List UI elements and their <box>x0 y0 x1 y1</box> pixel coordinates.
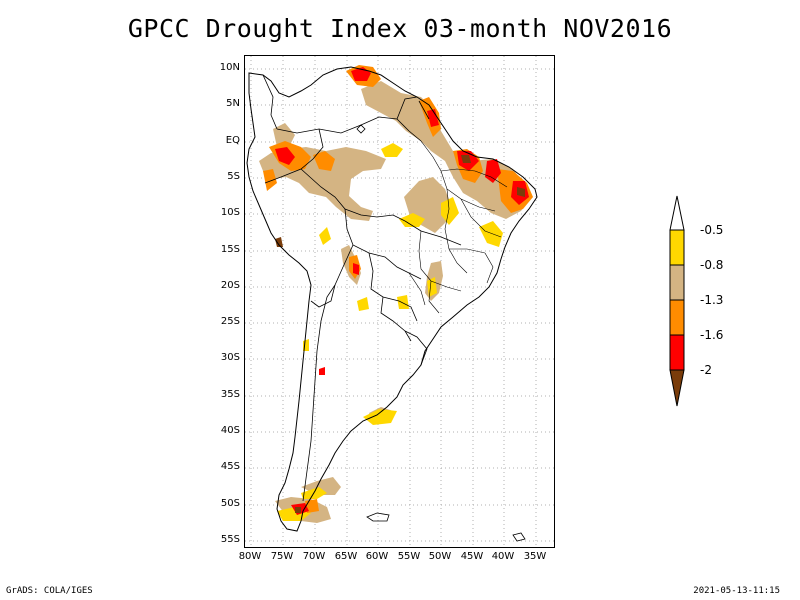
lat-label-50s: 50S <box>220 498 240 509</box>
legend-swatch-13-16 <box>669 299 685 336</box>
lon-label-55w: 55W <box>397 551 421 562</box>
drought-areas-exceptional <box>275 155 525 513</box>
lon-label-70w: 70W <box>302 551 326 562</box>
drought-areas-mild <box>277 143 503 521</box>
lon-label-75w: 75W <box>270 551 294 562</box>
lat-label-10s: 10S <box>220 207 240 218</box>
legend-label-16: -1.6 <box>700 328 724 342</box>
legend-label-13: -1.3 <box>700 293 724 307</box>
legend-swatch-05-08 <box>669 229 685 266</box>
lat-label-45s: 45S <box>220 461 240 472</box>
islands <box>356 124 526 542</box>
legend-colorbar <box>669 195 685 407</box>
state-borders <box>408 140 508 314</box>
lon-label-80w: 80W <box>238 551 262 562</box>
lat-label-15s: 15S <box>220 244 240 255</box>
legend-label-2: -2 <box>700 363 712 377</box>
lat-label-5n: 5N <box>226 98 240 109</box>
legend-swatch-16-2 <box>669 334 685 371</box>
lat-label-55s: 55S <box>220 534 240 545</box>
footer-timestamp: 2021-05-13-11:15 <box>693 586 780 596</box>
south-america-outline <box>246 66 538 532</box>
lat-label-30s: 30S <box>220 352 240 363</box>
legend-label-05: -0.5 <box>700 223 724 237</box>
lon-label-60w: 60W <box>365 551 389 562</box>
map-panel <box>244 55 555 548</box>
drought-areas-extreme <box>275 67 529 515</box>
lat-label-35s: 35S <box>220 389 240 400</box>
lon-label-35w: 35W <box>523 551 547 562</box>
lon-label-40w: 40W <box>491 551 515 562</box>
legend-swatch-below <box>669 369 685 407</box>
lat-label-10n: 10N <box>219 62 240 73</box>
map-title: GPCC Drought Index 03-month NOV2016 <box>127 14 673 43</box>
lat-label-20s: 20S <box>220 280 240 291</box>
lat-label-25s: 25S <box>220 316 240 327</box>
legend-swatch-above <box>669 195 685 231</box>
lon-label-50w: 50W <box>428 551 452 562</box>
legend-label-08: -0.8 <box>700 258 724 272</box>
legend-swatch-08-13 <box>669 264 685 301</box>
lon-label-45w: 45W <box>460 551 484 562</box>
lat-label-eq: EQ <box>225 135 240 146</box>
footer-credit: GrADS: COLA/IGES <box>6 586 93 596</box>
lon-label-65w: 65W <box>334 551 358 562</box>
lat-label-5s: 5S <box>227 171 240 182</box>
lat-label-40s: 40S <box>220 425 240 436</box>
